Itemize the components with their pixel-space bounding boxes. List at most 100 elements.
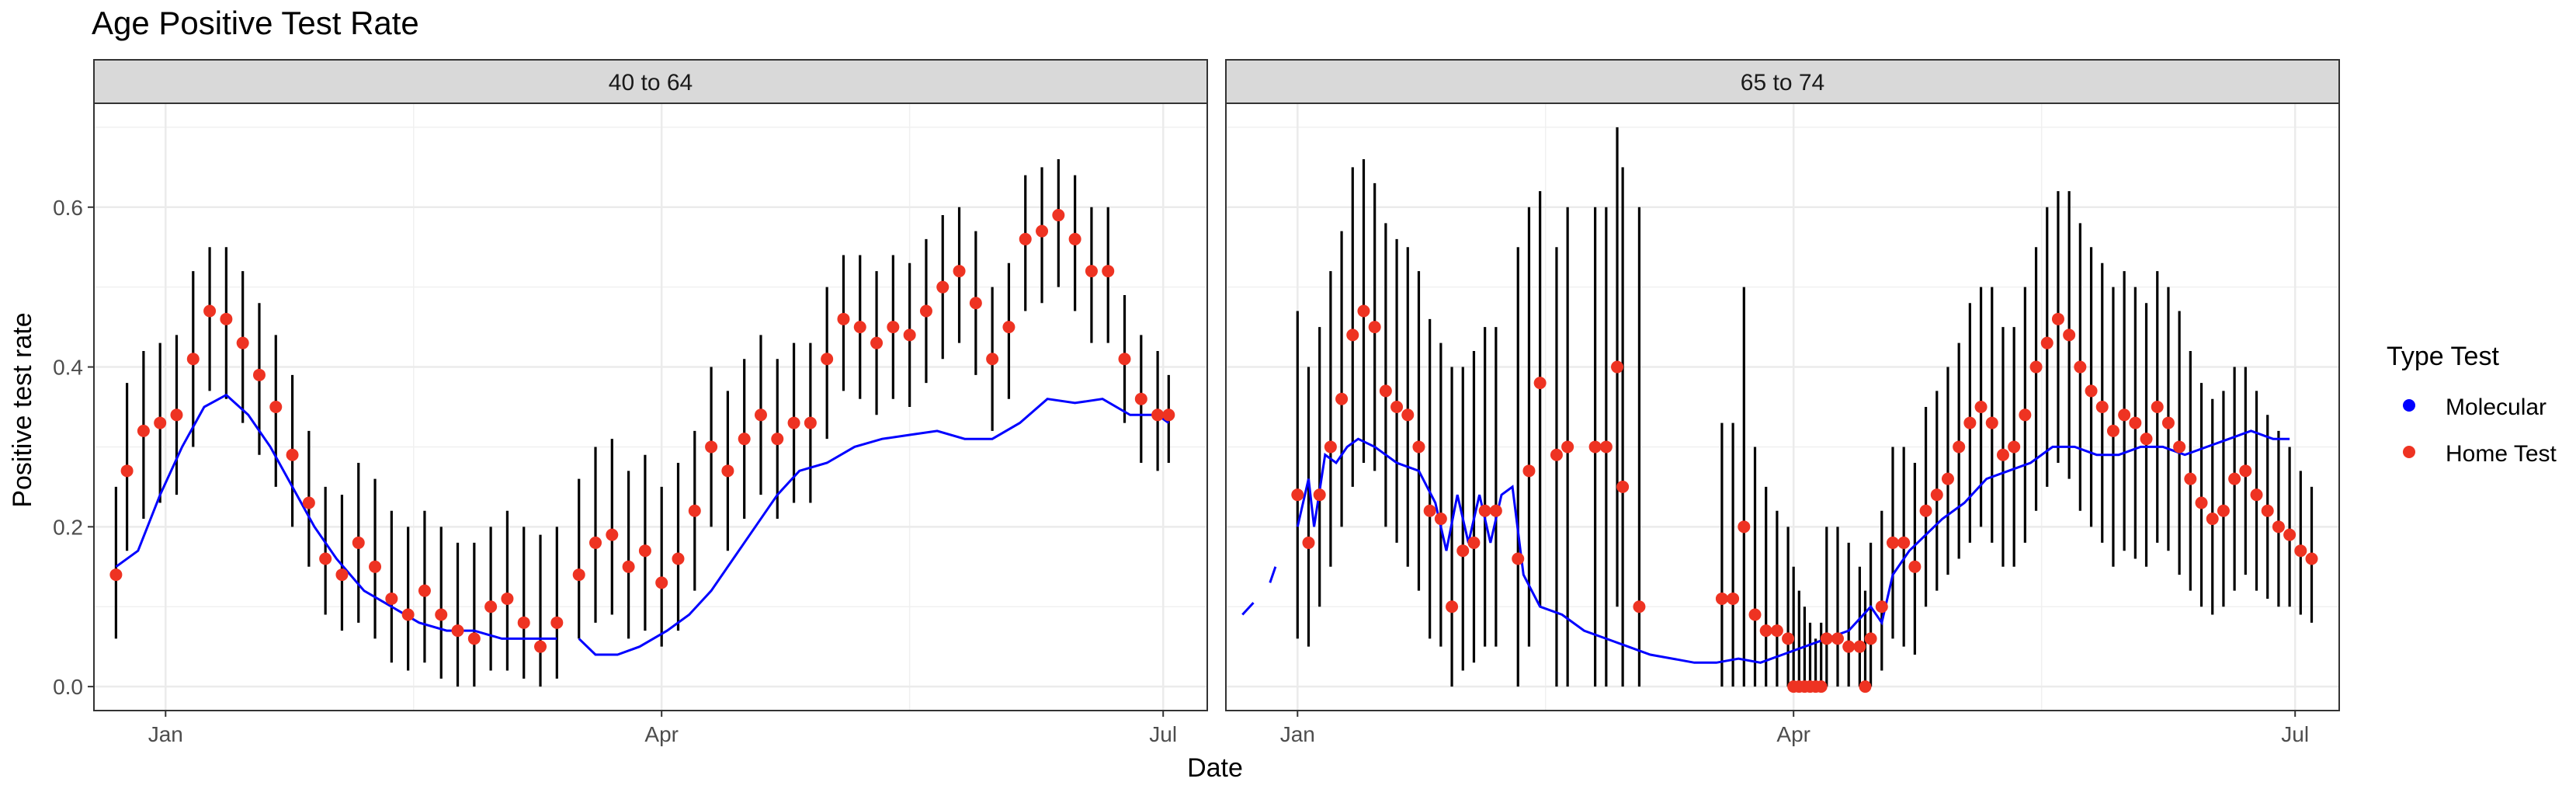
home-test-point [2228, 472, 2241, 485]
home-test-point [1897, 536, 1911, 549]
home-test-point [1770, 624, 1783, 638]
home-test-point [1151, 408, 1165, 422]
home-test-point [2261, 504, 2274, 517]
home-test-point [1456, 544, 1470, 558]
molecular-series-line [578, 398, 1170, 656]
home-test-point [1522, 464, 1536, 478]
home-test-point [1550, 448, 1563, 461]
home-test-point [1002, 321, 1015, 334]
home-test-point [385, 592, 398, 605]
home-test-point [352, 536, 365, 549]
home-test-point [2051, 312, 2064, 325]
home-test-point [1759, 624, 1772, 638]
plot-area [1226, 103, 2339, 711]
home-test-point [2173, 440, 2186, 454]
home-test-point [534, 640, 547, 653]
y-tick-label: 0.4 [53, 356, 83, 380]
panel-border [1225, 103, 2340, 711]
legend-title: Type Test [2387, 342, 2499, 371]
home-test-point [688, 504, 701, 517]
home-test-point [517, 616, 530, 629]
home-test-point [705, 440, 718, 454]
home-test-point [2239, 464, 2252, 478]
legend-label-molecular: Molecular [2446, 394, 2546, 420]
x-tick-label: Apr [1776, 722, 1810, 746]
home-test-point [186, 353, 200, 366]
home-test-point [1996, 448, 2009, 461]
chart-title: Age Positive Test Rate [92, 5, 419, 41]
home-test-point [2151, 401, 2164, 413]
home-test-point [1478, 504, 1491, 517]
facet-panel-1: 40 to 64 Jan Apr Jul 0.0 0.2 0.4 0.6 [53, 59, 1208, 746]
home-test-point [236, 336, 249, 349]
home-test-point [109, 568, 123, 582]
home-test-point [1068, 232, 1081, 245]
home-test-point [1853, 640, 1866, 653]
home-test-point [887, 321, 900, 334]
home-test-point [1842, 640, 1856, 653]
home-test-point [418, 584, 431, 597]
home-test-point [1346, 328, 1359, 342]
home-test-point [1782, 632, 1795, 645]
home-test-point [787, 416, 800, 429]
home-test-point [1368, 321, 1381, 334]
home-test-point [203, 304, 217, 318]
home-test-point [1985, 416, 1998, 429]
home-test-point [2008, 440, 2021, 454]
home-test-point [2161, 416, 2175, 429]
y-tick-label: 0.0 [53, 675, 83, 699]
home-test-point [2294, 544, 2307, 558]
home-test-point [2140, 433, 2153, 446]
home-test-point [1291, 488, 1304, 502]
home-test-point [655, 576, 668, 589]
home-test-point [953, 265, 966, 278]
home-test-point [638, 544, 651, 558]
home-test-point [1102, 265, 1115, 278]
home-test-point [1335, 392, 1349, 405]
facet-strip-label: 65 to 74 [1741, 70, 1824, 96]
home-test-point [1313, 488, 1326, 502]
home-test-point [220, 312, 233, 325]
home-test-point [2040, 336, 2054, 349]
home-test-point [170, 408, 183, 422]
home-test-point [1963, 416, 1977, 429]
home-test-point [606, 528, 619, 541]
home-test-point [2085, 384, 2098, 398]
home-test-point [672, 552, 685, 565]
home-test-point [936, 280, 950, 294]
panel-border [93, 103, 1208, 711]
home-test-point [1588, 440, 1602, 454]
molecular-series-line [1241, 602, 1255, 616]
home-test-point [2063, 328, 2076, 342]
home-test-point [2206, 513, 2219, 526]
home-test-point [771, 433, 784, 446]
facet-strip-label: 40 to 64 [609, 70, 693, 96]
home-test-point [1446, 600, 1459, 613]
home-test-point [837, 312, 850, 325]
home-test-point [1162, 408, 1175, 422]
facet-panel-2: 65 to 74 Jan Apr Jul [1225, 59, 2340, 746]
facet-panels: 40 to 64 Jan Apr Jul 0.0 0.2 0.4 0.6 65 to 74 Jan… [53, 59, 2340, 746]
home-test-point [2106, 424, 2119, 437]
home-test-point [1379, 384, 1392, 398]
home-test-point [286, 448, 299, 461]
home-test-point [754, 408, 767, 422]
home-test-point [572, 568, 585, 582]
home-test-point [2029, 360, 2043, 374]
home-test-point [1908, 560, 1922, 573]
home-test-point [484, 600, 498, 613]
home-test-point [550, 616, 564, 629]
facet-strip [1225, 59, 2340, 104]
home-test-point [1864, 632, 1877, 645]
legend: Type Test Molecular Home Test [2387, 342, 2557, 467]
home-test-point [1738, 520, 1751, 534]
home-test-point [2217, 504, 2230, 517]
legend-key-molecular [2403, 399, 2415, 412]
x-axis-title: Date [1187, 753, 1243, 783]
home-test-point [1302, 536, 1315, 549]
home-test-point [1953, 440, 1966, 454]
home-test-point [1616, 480, 1630, 493]
home-test-point [1831, 632, 1844, 645]
home-test-point [1611, 360, 1624, 374]
home-test-point [870, 336, 884, 349]
